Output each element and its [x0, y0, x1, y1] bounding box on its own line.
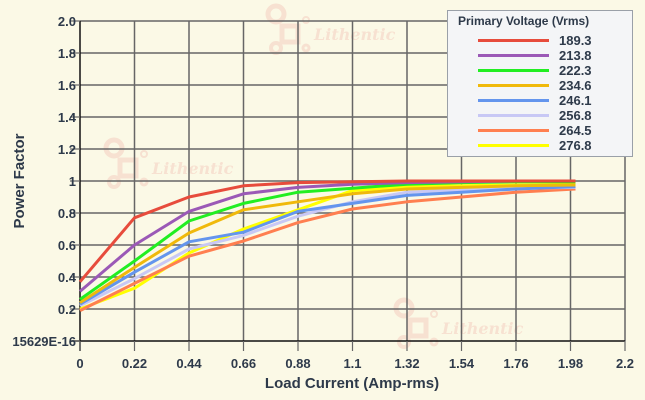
x-axis-title: Load Current (Amp-rms)	[265, 375, 439, 392]
legend-swatch	[478, 84, 549, 87]
y-tick-label: 0.4	[58, 270, 77, 285]
legend-swatch	[478, 129, 549, 132]
y-axis-title: Power Factor	[11, 133, 28, 228]
y-tick-label: 1	[69, 174, 76, 189]
legend-item: 276.8	[478, 138, 628, 153]
watermark-text: Lithentic	[151, 159, 234, 178]
series-line-189.3	[78, 179, 576, 283]
legend-item: 189.3	[478, 33, 628, 48]
x-tick-label: 0.88	[285, 356, 310, 371]
x-tick-label: 1.32	[394, 356, 419, 371]
legend-label: 246.1	[559, 93, 592, 108]
series-line-264.5	[79, 187, 576, 312]
y-tick-label: 1.2	[58, 142, 76, 157]
x-tick-label: 1.98	[558, 356, 583, 371]
x-tick-label: 1.54	[449, 356, 475, 371]
x-tick-label: 1.76	[503, 356, 528, 371]
legend-label: 234.6	[559, 78, 592, 93]
legend-item: 256.8	[478, 108, 628, 123]
watermark-text: Lithentic	[441, 319, 524, 338]
legend-label: 189.3	[559, 33, 592, 48]
legend-item: 222.3	[478, 63, 628, 78]
legend-item: 234.6	[478, 78, 628, 93]
y-tick-label: 0.8	[58, 206, 76, 221]
grid-lines	[80, 20, 626, 341]
legend: Primary Voltage (Vrms) 189.3 213.8 222.3 23…	[447, 10, 633, 157]
y-tick-label: 0.6	[58, 238, 76, 253]
x-tick-label: 1.1	[343, 356, 361, 371]
legend-swatch	[478, 39, 549, 42]
y-tick-label: 1.6	[58, 78, 76, 93]
series-line-246.1	[79, 185, 576, 306]
watermark-text: Lithentic	[313, 25, 396, 44]
legend-item: 213.8	[478, 48, 628, 63]
legend-swatch	[478, 54, 549, 57]
legend-swatch	[478, 69, 549, 72]
legend-label: 276.8	[559, 138, 592, 153]
series-line-256.8	[79, 185, 576, 308]
watermark-logo: Lithentic	[265, 3, 396, 55]
legend-swatch	[478, 99, 549, 102]
y-tick-label: 2.0	[58, 14, 76, 29]
watermark-logo: Lithentic	[393, 297, 524, 349]
data-series	[78, 179, 576, 312]
watermark-logo: Lithentic	[103, 137, 234, 189]
legend-item: 264.5	[478, 123, 628, 138]
x-tick-label: 2.2	[616, 356, 634, 371]
y-tick-label: 0.2	[58, 302, 76, 317]
series-line-234.6	[79, 183, 576, 304]
y-tick-label: 15629E-16	[12, 334, 76, 349]
y-tick-label: 1.8	[58, 46, 76, 61]
x-tick-label: 0.44	[176, 356, 202, 371]
legend-swatch	[478, 144, 549, 147]
axes	[70, 21, 625, 351]
y-axis-ticks: 15629E-16 0.2 0.4 0.6 0.8 1 1.2 1.4 1.6 1.8 2.0	[12, 14, 80, 349]
legend-swatch	[478, 114, 549, 117]
legend-item: 246.1	[478, 93, 628, 108]
y-tick-label: 1.4	[58, 110, 77, 125]
legend-label: 264.5	[559, 123, 592, 138]
legend-label: 213.8	[559, 48, 592, 63]
x-tick-label: 0.66	[231, 356, 256, 371]
x-axis-ticks: 0 0.22 0.44 0.66 0.88 1.1 1.32 1.54 1.76 1.98 2.2	[76, 341, 634, 371]
x-tick-label: 0	[76, 356, 83, 371]
legend-title: Primary Voltage (Vrms)	[458, 14, 590, 28]
legend-label: 256.8	[559, 108, 592, 123]
x-tick-label: 0.22	[122, 356, 147, 371]
legend-label: 222.3	[559, 63, 592, 78]
